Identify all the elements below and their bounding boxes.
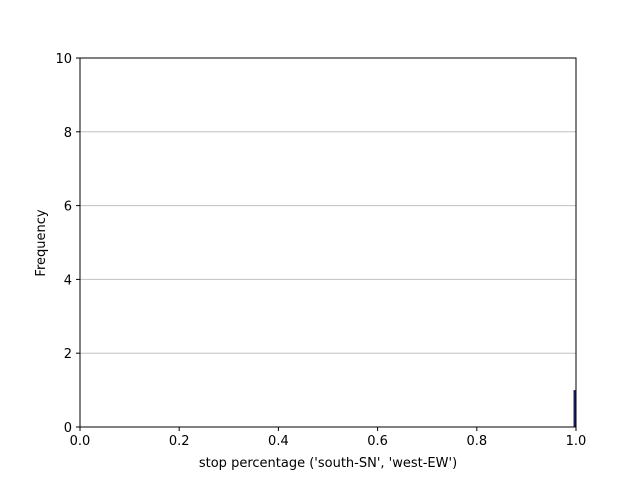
bars [573, 390, 576, 427]
x-tick-label: 0.0 [70, 434, 91, 449]
x-tick-label: 1.0 [566, 434, 587, 449]
y-tick-label: 10 [55, 52, 72, 67]
histogram-bar [573, 390, 576, 427]
y-axis-ticks: 0 2 4 6 8 10 [55, 52, 80, 436]
y-tick-label: 8 [64, 126, 72, 141]
x-tick-label: 0.6 [367, 434, 388, 449]
x-tick-label: 0.4 [268, 434, 289, 449]
grid-lines [80, 131, 576, 354]
y-tick-label: 4 [64, 273, 72, 288]
plot-background [80, 58, 576, 427]
y-axis-label: Frequency [34, 209, 49, 276]
y-tick-label: 0 [64, 421, 72, 436]
x-tick-label: 0.8 [466, 434, 487, 449]
x-axis-label: stop percentage ('south-SN', 'west-EW') [199, 456, 457, 471]
y-tick-label: 2 [64, 347, 72, 362]
y-tick-label: 6 [64, 200, 72, 215]
plot-frame [79, 57, 577, 428]
x-tick-label: 0.2 [169, 434, 190, 449]
x-axis-ticks: 0.0 0.2 0.4 0.6 0.8 1.0 [70, 427, 587, 449]
